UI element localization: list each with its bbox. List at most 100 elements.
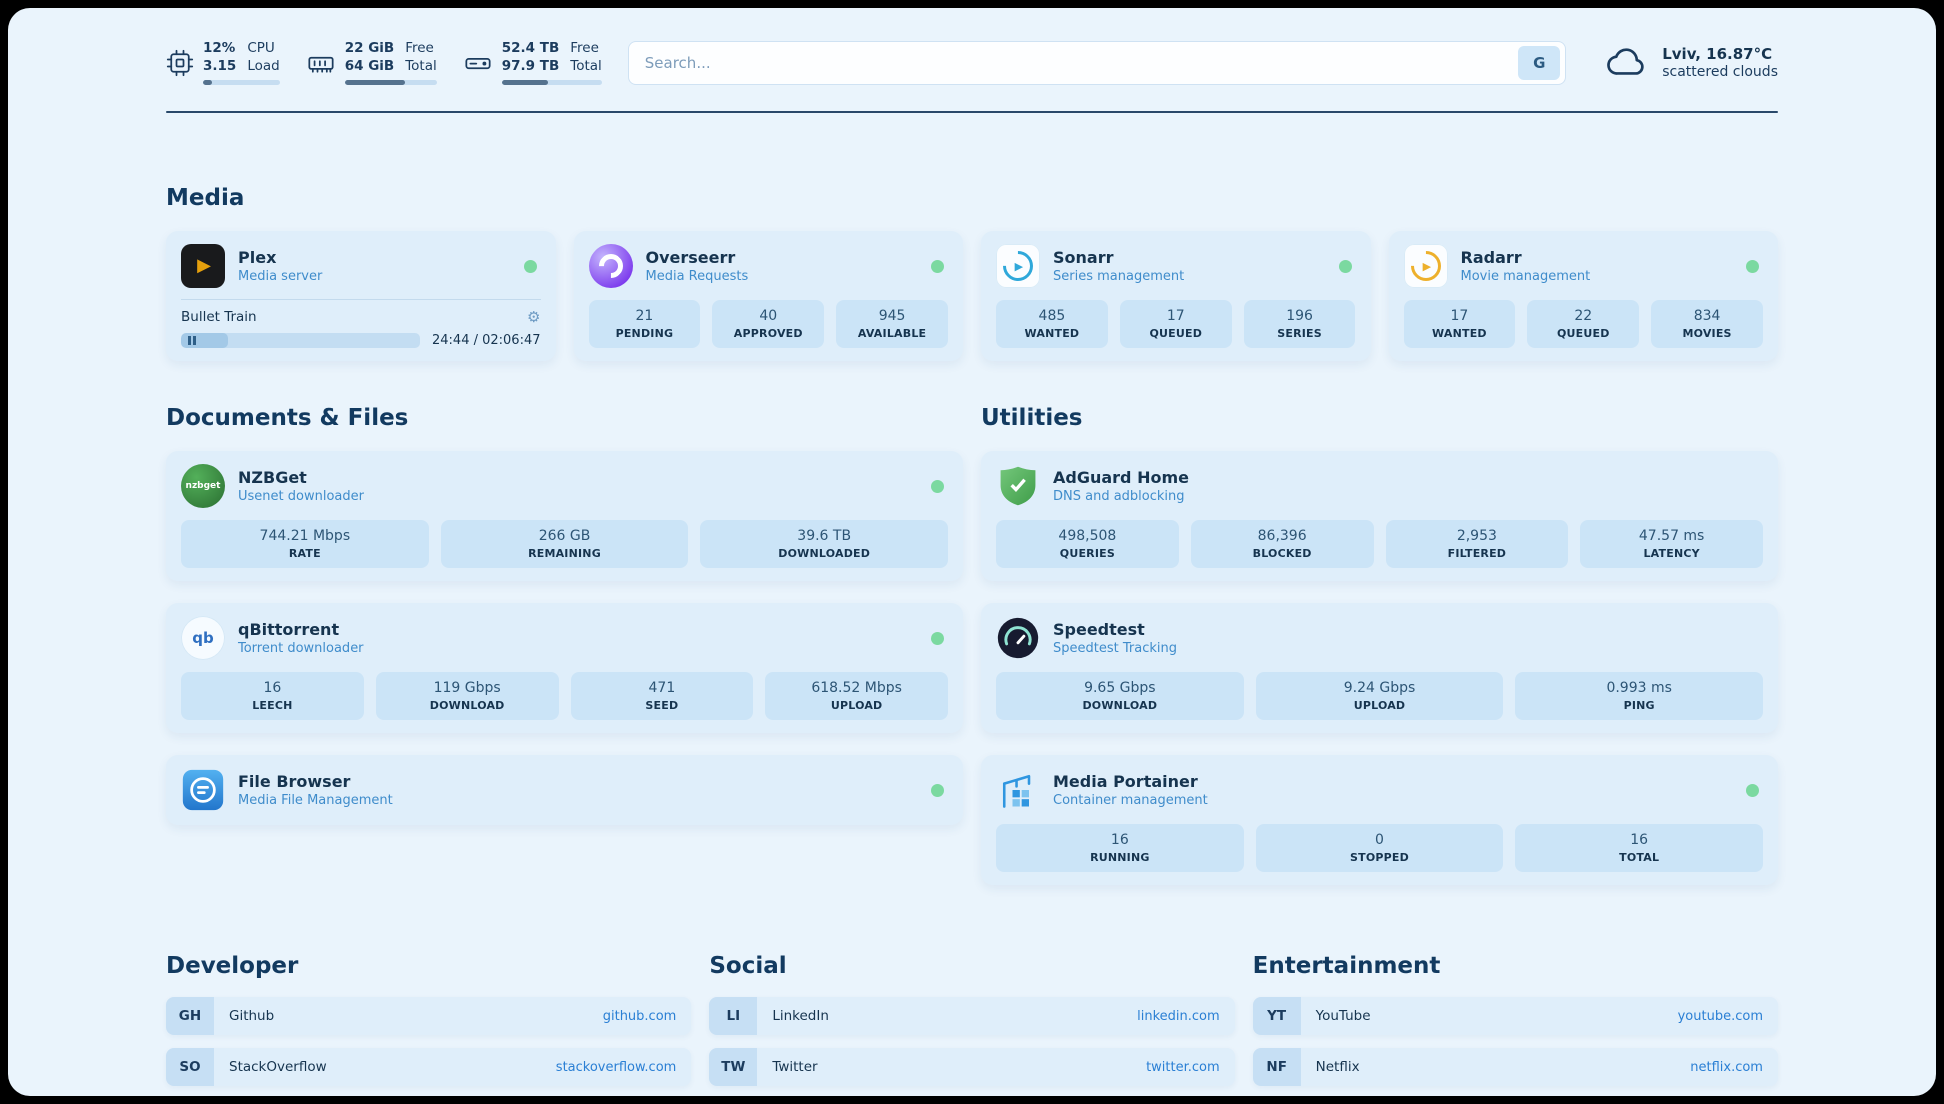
stat-queries: 498,508 QUERIES: [996, 520, 1179, 569]
radarr-icon: ▶: [1403, 244, 1448, 289]
bookmark-youtube[interactable]: YT YouTube youtube.com: [1252, 997, 1778, 1036]
search-input[interactable]: [644, 53, 1519, 72]
disk-readout: 52.4 TB 97.9 TB Free Total: [501, 40, 602, 86]
status-dot: [931, 631, 944, 645]
app-card-adguard: AdGuard Home DNS and adblocking 498,508 …: [981, 451, 1778, 582]
app-card-overseerr: Overseerr Media Requests 21 PENDING 40 A…: [573, 231, 963, 362]
speedtest-app-link[interactable]: Speedtest Speedtest Tracking: [996, 616, 1763, 660]
filebrowser-icon: [181, 768, 225, 812]
disk-icon: [463, 49, 493, 77]
radarr-stats: 17 WANTED 22 QUEUED 834 MOVIES: [1403, 300, 1764, 349]
nzbget-stats: 744.21 Mbps RATE 266 GB REMAINING 39.6 T…: [181, 520, 949, 569]
stat-ping: 0.993 ms PING: [1515, 672, 1764, 721]
playback-progress-bar[interactable]: [181, 333, 420, 349]
cpu-icon: [166, 49, 194, 77]
app-subtitle: Torrent downloader: [238, 641, 364, 657]
stat-approved: 40 APPROVED: [712, 300, 825, 349]
bookmark-github[interactable]: GH Github github.com: [166, 997, 692, 1036]
overseerr-app-link[interactable]: Overseerr Media Requests: [588, 244, 949, 289]
bookmark-twitter[interactable]: TW Twitter twitter.com: [709, 1048, 1235, 1087]
adguard-stats: 498,508 QUERIES 86,396 BLOCKED 2,953 FIL…: [996, 520, 1763, 569]
section-title-documents: Documents & Files: [166, 405, 409, 432]
app-name: Media Portainer: [1053, 772, 1198, 792]
now-playing-title: Bullet Train: [181, 309, 257, 326]
ram-readout: 22 GiB 64 GiB Free Total: [344, 40, 437, 86]
search-engine-button[interactable]: G: [1518, 45, 1561, 80]
adguard-icon: [996, 464, 1040, 508]
stat-filtered: 2,953 FILTERED: [1385, 520, 1569, 569]
app-subtitle: Usenet downloader: [238, 489, 364, 505]
stat-total: 16 TOTAL: [1515, 824, 1764, 873]
app-card-nzbget: nzbget NZBGet Usenet downloader 744.21 M…: [166, 451, 963, 582]
app-card-sonarr: ▶ Sonarr Series management 485 WANTED 17: [981, 231, 1371, 362]
app-card-portainer: Media Portainer Container management 16 …: [981, 755, 1778, 886]
cpu-usage-value: 12%: [203, 40, 236, 56]
overseerr-stats: 21 PENDING 40 APPROVED 945 AVAILABLE: [588, 300, 949, 349]
app-card-plex: ▶ Plex Media server Bullet Train ⚙: [166, 231, 556, 362]
status-dot: [1338, 259, 1352, 273]
cpu-label: CPU: [247, 40, 275, 56]
app-subtitle: Media server: [238, 269, 323, 285]
documents-column: Documents & Files nzbget NZBGet Usenet d…: [166, 405, 963, 826]
disk-total-value: 97.9 TB: [501, 57, 560, 74]
disk-monitor: 52.4 TB 97.9 TB Free Total: [463, 40, 602, 86]
twitter-icon: TW: [709, 1048, 758, 1087]
adguard-app-link[interactable]: AdGuard Home DNS and adblocking: [996, 464, 1763, 508]
speedtest-stats: 9.65 Gbps DOWNLOAD 9.24 Gbps UPLOAD 0.99…: [996, 672, 1764, 721]
status-dot: [1746, 259, 1759, 273]
portainer-app-link[interactable]: Media Portainer Container management: [996, 768, 1763, 812]
cpu-monitor: 12% 3.15 CPU Load: [166, 40, 280, 86]
nzbget-app-link[interactable]: nzbget NZBGet Usenet downloader: [181, 464, 948, 509]
dashboard-page: 12% 3.15 CPU Load: [8, 8, 1936, 1096]
filebrowser-app-link[interactable]: File Browser Media File Management: [181, 768, 948, 812]
sonarr-stats: 485 WANTED 17 QUEUED 196 SERIES: [996, 300, 1356, 349]
app-name: File Browser: [238, 772, 351, 792]
plex-icon: ▶: [181, 244, 225, 289]
search-bar: G: [627, 40, 1567, 85]
youtube-icon: YT: [1252, 997, 1301, 1036]
app-card-qbittorrent: qb qBittorrent Torrent downloader 16 LEE…: [166, 603, 963, 734]
sonarr-app-link[interactable]: ▶ Sonarr Series management: [996, 244, 1356, 289]
stackoverflow-icon: SO: [166, 1048, 214, 1087]
ram-free-value: 22 GiB: [344, 40, 395, 56]
linkedin-icon: LI: [709, 997, 758, 1036]
plex-now-playing: Bullet Train ⚙ 24:44 / 02:06:47: [181, 299, 541, 349]
stat-rate: 744.21 Mbps RATE: [181, 520, 429, 569]
utilities-column: Utilities: [981, 405, 1778, 886]
stat-blocked: 86,396 BLOCKED: [1190, 520, 1374, 569]
entertainment-column: Entertainment YT YouTube youtube.com NF …: [1252, 953, 1778, 1096]
bookmark-stackoverflow[interactable]: SO StackOverflow stackoverflow.com: [166, 1048, 692, 1087]
cloud-icon: [1604, 41, 1650, 85]
qbittorrent-app-link[interactable]: qb qBittorrent Torrent downloader: [181, 616, 948, 661]
radarr-app-link[interactable]: ▶ Radarr Movie management: [1403, 244, 1764, 289]
app-name: Sonarr: [1053, 248, 1114, 268]
cpu-load-value: 3.15: [203, 57, 237, 74]
cpu-usage-bar: [203, 80, 280, 86]
stat-leech: 16 LEECH: [181, 672, 364, 721]
section-title-developer: Developer: [166, 953, 299, 980]
topbar-divider: [166, 111, 1778, 114]
ram-monitor: 22 GiB 64 GiB Free Total: [306, 40, 437, 86]
portainer-icon: [996, 768, 1040, 812]
bookmark-linkedin[interactable]: LI LinkedIn linkedin.com: [709, 997, 1235, 1036]
app-card-radarr: ▶ Radarr Movie management 17 WANTED 22: [1388, 231, 1778, 362]
ram-usage-bar-fill: [344, 80, 406, 86]
sonarr-icon: ▶: [996, 244, 1040, 289]
gear-icon[interactable]: ⚙: [527, 307, 541, 326]
app-name: NZBGet: [238, 468, 307, 488]
stat-wanted: 17 WANTED: [1403, 300, 1516, 349]
pause-icon[interactable]: [188, 336, 196, 346]
ram-icon: [306, 49, 336, 77]
media-card-grid: ▶ Plex Media server Bullet Train ⚙: [166, 231, 1778, 362]
status-dot: [1746, 783, 1759, 797]
stat-latency: 47.57 ms LATENCY: [1580, 520, 1763, 569]
topbar: 12% 3.15 CPU Load: [166, 8, 1778, 86]
disk-usage-bar-fill: [501, 80, 548, 86]
app-name: Radarr: [1460, 248, 1522, 268]
stat-wanted: 485 WANTED: [996, 300, 1108, 349]
section-title-utilities: Utilities: [981, 405, 1083, 432]
plex-app-link[interactable]: ▶ Plex Media server: [181, 244, 541, 289]
dashboard-content: 12% 3.15 CPU Load: [166, 8, 1778, 1096]
bookmark-netflix[interactable]: NF Netflix netflix.com: [1252, 1048, 1778, 1087]
stat-stopped: 0 STOPPED: [1255, 824, 1504, 873]
